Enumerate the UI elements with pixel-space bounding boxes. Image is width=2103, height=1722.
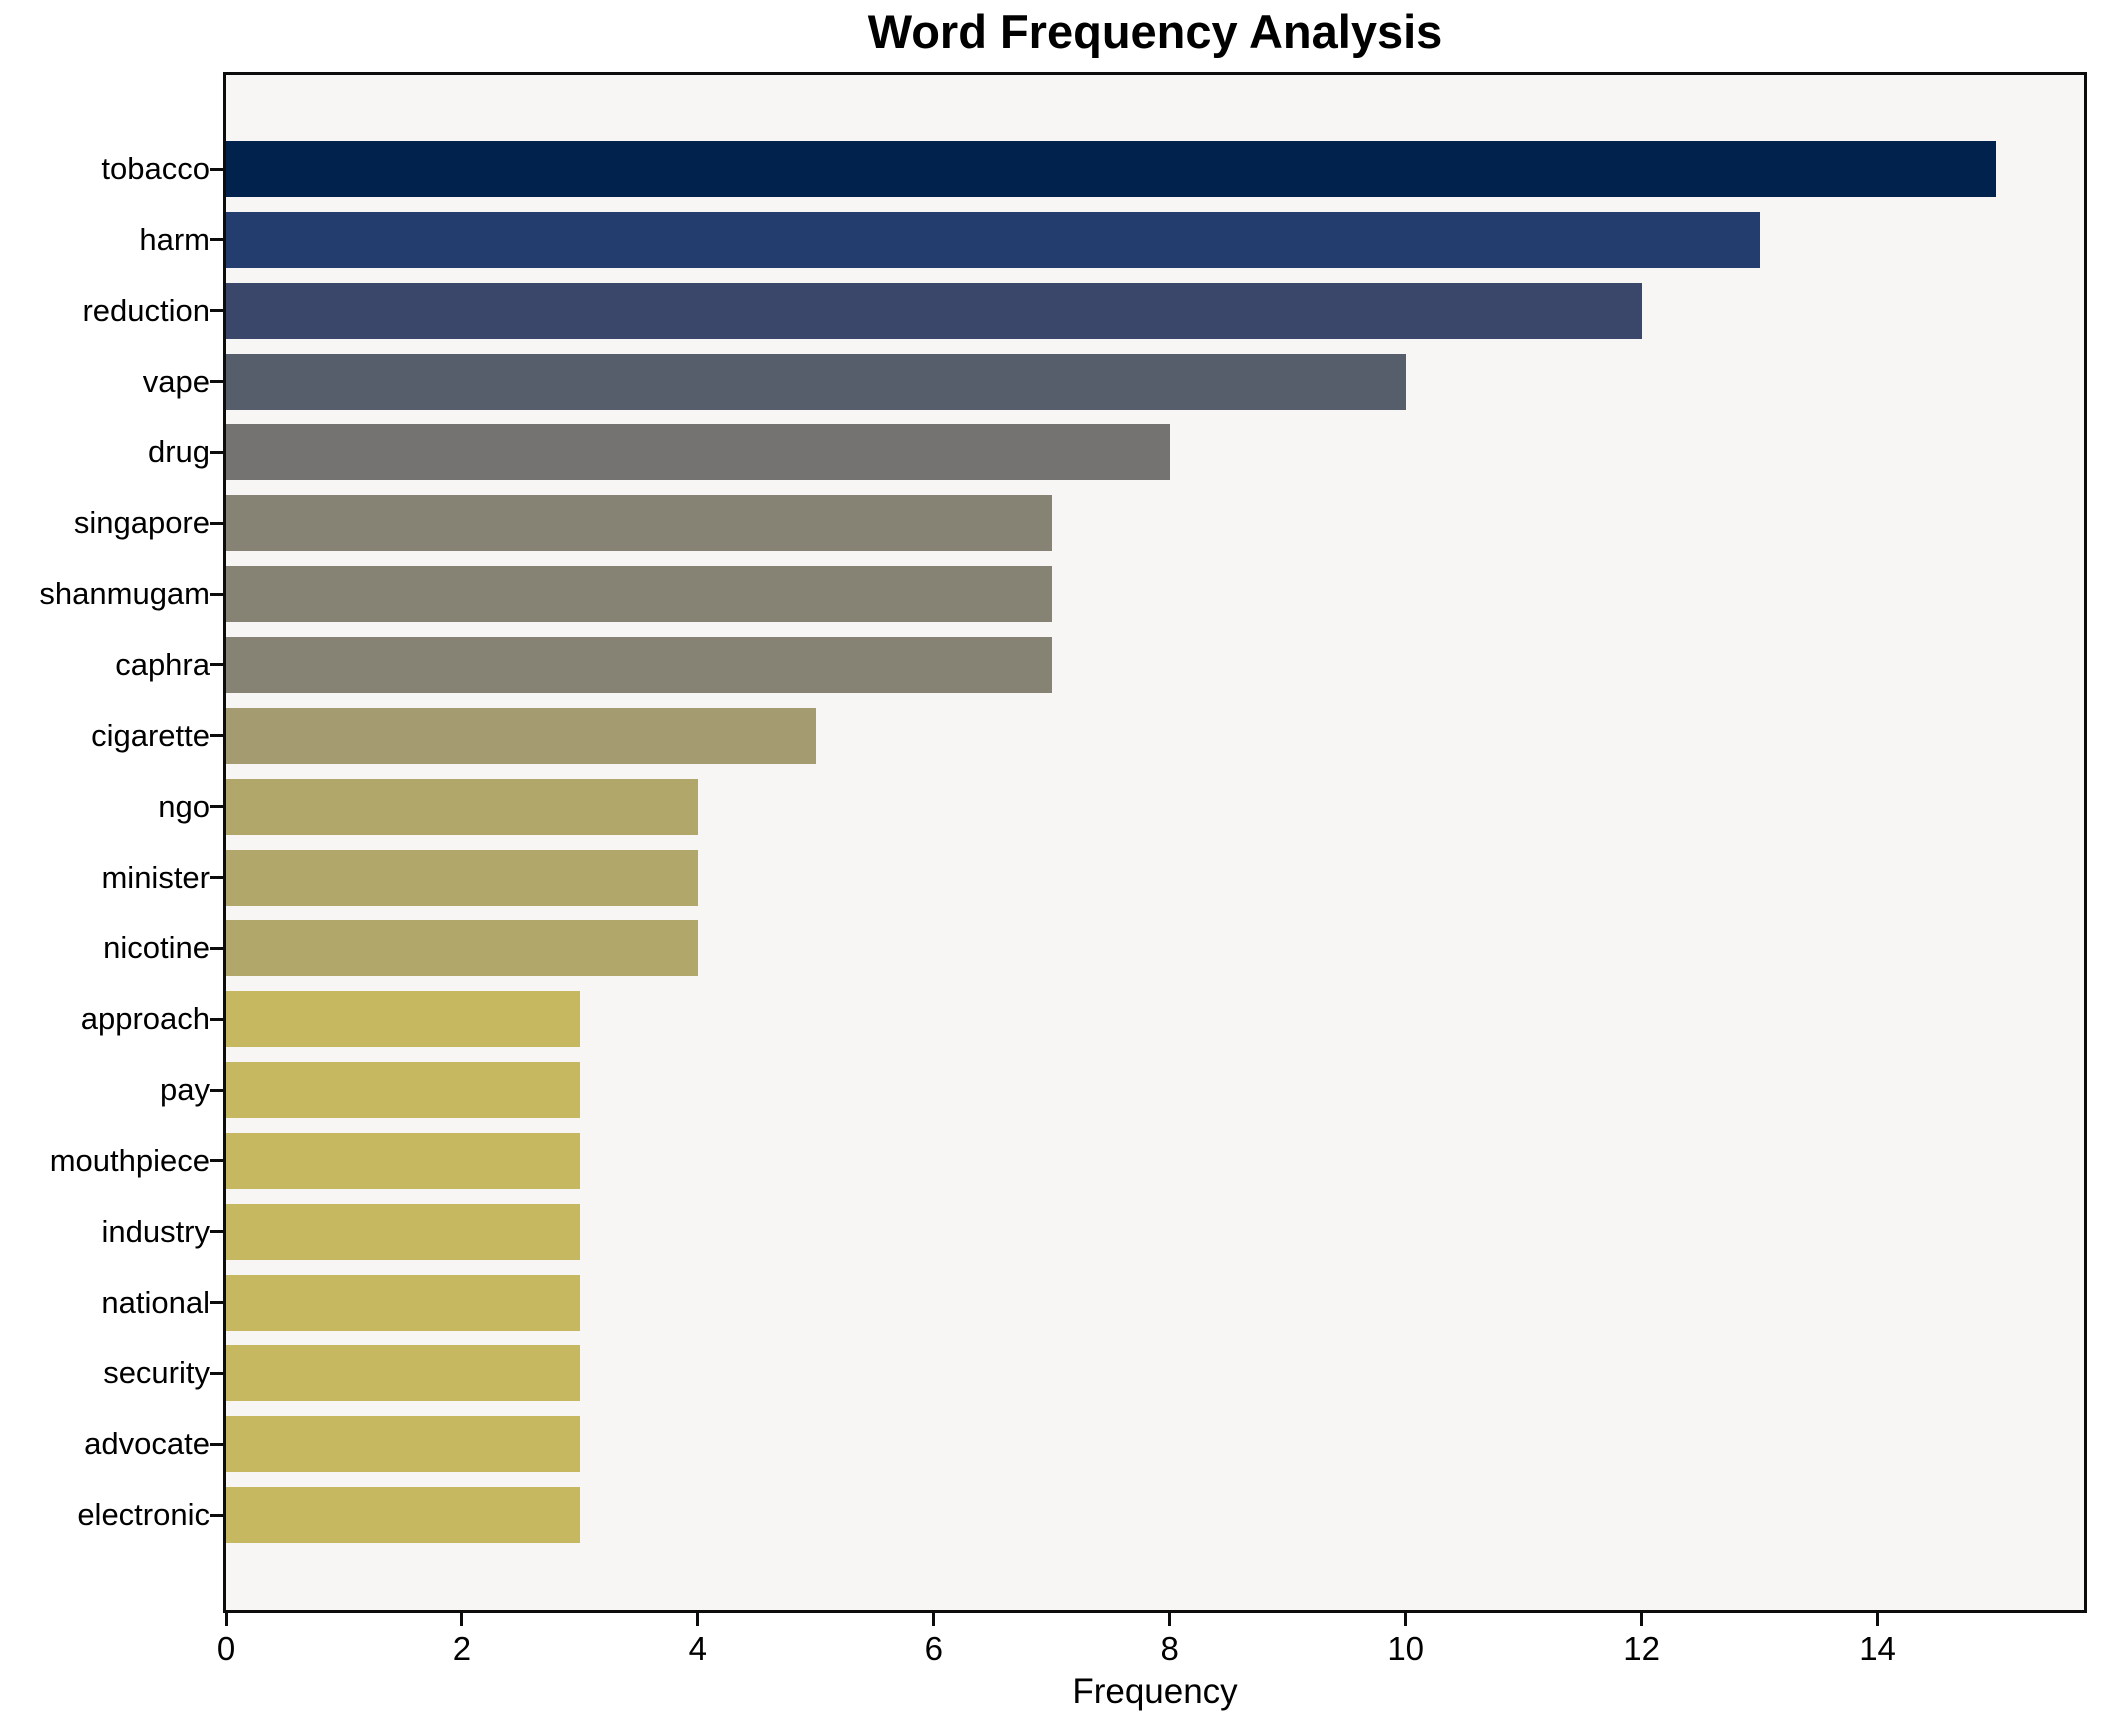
y-tick-mark bbox=[210, 238, 223, 242]
bar-shanmugam bbox=[226, 566, 1052, 623]
y-tick-label-security: security bbox=[103, 1355, 210, 1391]
y-tick-mark bbox=[210, 946, 223, 950]
x-tick-mark bbox=[460, 1613, 464, 1626]
y-tick-label-mouthpiece: mouthpiece bbox=[49, 1142, 210, 1178]
y-tick-label-drug: drug bbox=[147, 434, 210, 470]
bar-ngo bbox=[226, 778, 698, 835]
y-tick-mark bbox=[210, 450, 223, 454]
x-tick-mark bbox=[932, 1613, 936, 1626]
y-tick-label-industry: industry bbox=[101, 1213, 210, 1249]
x-tick-label-4: 4 bbox=[688, 1630, 708, 1667]
x-tick-mark bbox=[1876, 1613, 1880, 1626]
x-tick-mark bbox=[1640, 1613, 1644, 1626]
y-tick-label-caphra: caphra bbox=[115, 646, 210, 682]
y-tick-label-tobacco: tobacco bbox=[101, 151, 210, 186]
y-tick-label-nicotine: nicotine bbox=[103, 930, 210, 966]
x-tick-label-12: 12 bbox=[1623, 1630, 1660, 1667]
y-tick-label-shanmugam: shanmugam bbox=[39, 576, 210, 612]
y-tick-label-minister: minister bbox=[101, 859, 210, 895]
bar-industry bbox=[226, 1203, 580, 1260]
y-tick-label-electronic: electronic bbox=[77, 1497, 210, 1533]
y-tick-label-ngo: ngo bbox=[158, 788, 210, 824]
x-tick-label-6: 6 bbox=[924, 1630, 943, 1667]
y-tick-label-vape: vape bbox=[142, 363, 210, 399]
y-tick-mark bbox=[210, 309, 223, 313]
x-tick-label-2: 2 bbox=[452, 1630, 472, 1667]
x-tick-mark bbox=[1404, 1613, 1408, 1626]
y-tick-label-advocate: advocate bbox=[84, 1426, 210, 1462]
y-tick-mark bbox=[210, 876, 223, 879]
y-tick-mark bbox=[210, 592, 223, 596]
bar-singapore bbox=[226, 495, 1052, 552]
bar-advocate bbox=[226, 1416, 580, 1473]
y-tick-label-reduction: reduction bbox=[82, 292, 210, 328]
bar-harm bbox=[226, 211, 1760, 268]
bar-mouthpiece bbox=[226, 1132, 580, 1189]
plot-area bbox=[223, 72, 2087, 1613]
bar-vape bbox=[226, 353, 1406, 410]
bar-national bbox=[226, 1274, 580, 1331]
y-tick-mark bbox=[210, 1301, 223, 1305]
y-tick-mark bbox=[210, 1088, 223, 1092]
y-tick-label-harm: harm bbox=[139, 221, 210, 257]
bar-approach bbox=[226, 991, 580, 1048]
y-tick-label-singapore: singapore bbox=[73, 505, 210, 541]
bar-minister bbox=[226, 849, 698, 906]
bar-pay bbox=[226, 1062, 580, 1119]
y-tick-mark bbox=[210, 167, 223, 171]
y-tick-mark bbox=[210, 663, 223, 667]
bar-caphra bbox=[226, 636, 1052, 693]
y-tick-label-approach: approach bbox=[80, 1001, 210, 1037]
bar-tobacco bbox=[226, 141, 1996, 197]
x-axis-title: Frequency bbox=[1072, 1672, 1238, 1711]
y-tick-label-cigarette: cigarette bbox=[91, 717, 210, 753]
x-tick-mark bbox=[1168, 1613, 1172, 1626]
bar-security bbox=[226, 1345, 580, 1402]
y-tick-mark bbox=[210, 1017, 223, 1021]
y-tick-mark bbox=[210, 1159, 223, 1163]
y-tick-label-national: national bbox=[101, 1284, 210, 1320]
y-tick-mark bbox=[210, 1442, 223, 1446]
chart-title: Word Frequency Analysis bbox=[867, 5, 1443, 58]
y-tick-mark bbox=[210, 805, 223, 809]
y-tick-label-pay: pay bbox=[160, 1072, 210, 1108]
x-tick-label-0: 0 bbox=[216, 1630, 236, 1667]
x-tick-mark bbox=[696, 1613, 700, 1626]
y-tick-mark bbox=[210, 1371, 223, 1375]
y-tick-mark bbox=[210, 521, 223, 525]
y-tick-mark bbox=[210, 1230, 223, 1234]
y-tick-mark bbox=[210, 1513, 223, 1517]
bar-cigarette bbox=[226, 707, 816, 764]
y-tick-mark bbox=[210, 380, 223, 384]
bar-reduction bbox=[226, 282, 1642, 339]
bars-container bbox=[226, 75, 2084, 1610]
bar-electronic bbox=[226, 1487, 580, 1544]
y-tick-mark bbox=[210, 734, 223, 738]
x-tick-mark bbox=[224, 1613, 228, 1626]
bar-drug bbox=[226, 424, 1170, 481]
x-tick-label-10: 10 bbox=[1387, 1630, 1425, 1667]
x-tick-label-14: 14 bbox=[1859, 1630, 1896, 1667]
x-tick-label-8: 8 bbox=[1160, 1630, 1179, 1667]
bar-nicotine bbox=[226, 920, 698, 977]
